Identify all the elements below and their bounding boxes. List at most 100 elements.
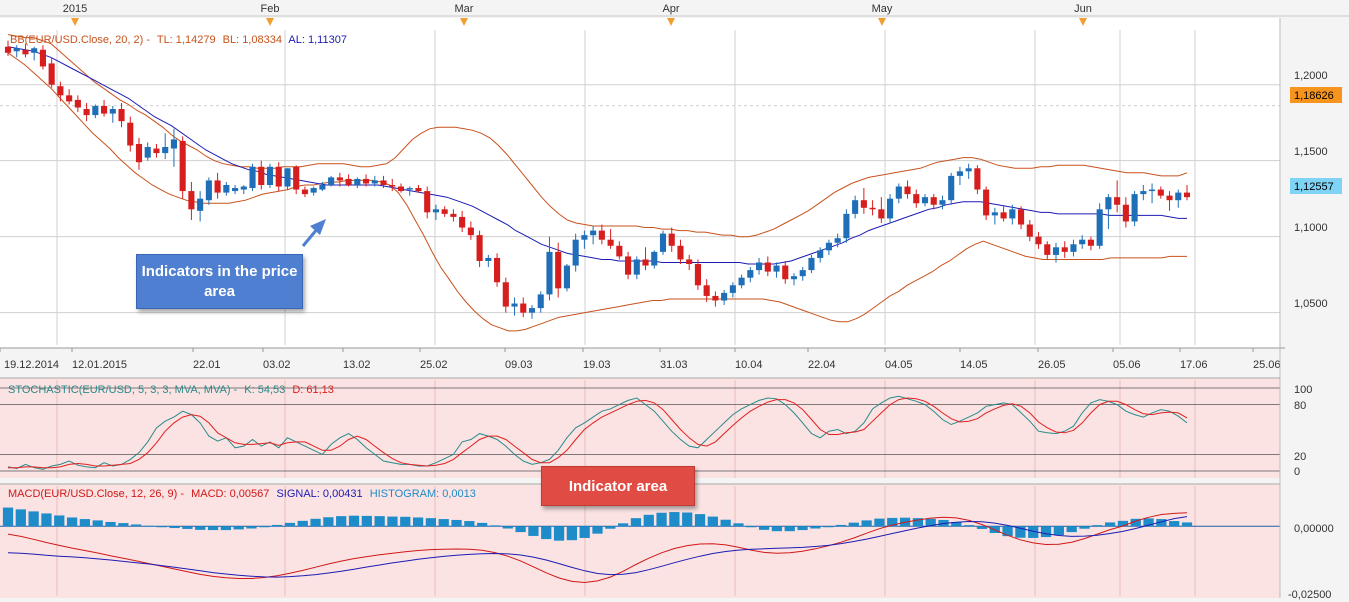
histogram-bar (41, 513, 52, 527)
histogram-bar (758, 526, 770, 530)
candle-body (956, 171, 963, 176)
candle-body (39, 49, 46, 67)
histogram-bar (15, 509, 26, 527)
candle-body (1157, 189, 1164, 196)
month-marker (667, 18, 675, 26)
candle-body (799, 270, 806, 277)
candle-body (1149, 189, 1156, 192)
month-label: Mar (455, 3, 474, 15)
candle-body (293, 166, 300, 190)
histogram-bar (720, 519, 731, 527)
histogram-bar (1117, 520, 1129, 527)
candle-body (694, 264, 701, 286)
price-tick-label: 1,1000 (1294, 222, 1328, 234)
candle-body (459, 216, 466, 228)
histogram-bar (1040, 526, 1052, 538)
histogram-bar (912, 518, 924, 527)
histogram-bar (207, 526, 219, 531)
candle-body (1087, 239, 1094, 246)
candle-body (223, 185, 230, 193)
candle-body (572, 239, 579, 266)
candle-body (817, 250, 824, 258)
candle-body (284, 168, 291, 187)
candle-body (808, 257, 815, 271)
stochastic-legend: STOCHASTIC(EUR/USD, 5, 3, 3, MVA, MVA) -… (8, 384, 334, 396)
stochastic-axis: 100 80 20 0 (1294, 384, 1312, 478)
candle-body (983, 189, 990, 216)
price-tick-label: 1,1500 (1294, 146, 1328, 158)
histogram-bar (195, 526, 206, 530)
histogram-bar (771, 526, 783, 532)
high-price-tag (1290, 87, 1342, 103)
histogram-bar (246, 526, 257, 529)
candle-body (546, 251, 553, 295)
candle-body (668, 233, 675, 246)
histogram-bar (336, 516, 347, 527)
candle-body (738, 277, 745, 286)
candle-body (301, 189, 308, 195)
histogram-bar (630, 518, 642, 527)
candle-body (921, 197, 929, 204)
candle-body (92, 105, 99, 116)
bb-average-line-value: AL: 1,11307 (288, 34, 347, 46)
candle-body (1070, 244, 1077, 252)
price-indicators-callout: Indicators in the price area (136, 254, 303, 309)
date-label: 05.06 (1113, 359, 1141, 371)
histogram-bar (861, 520, 872, 527)
month-marker (266, 18, 274, 26)
signal-value: SIGNAL: 0,00431 (276, 488, 362, 500)
date-label: 25.06 (1253, 359, 1281, 371)
histogram-bar (848, 522, 859, 527)
candle-body (825, 242, 832, 251)
histogram-bar (2, 507, 14, 527)
histogram-bar (951, 521, 962, 527)
date-label: 04.05 (885, 359, 913, 371)
price-plot (4, 34, 1191, 332)
high-price-tag-label: 1,18626 (1294, 90, 1334, 102)
candle-body (895, 186, 902, 199)
histogram-bar (694, 514, 706, 527)
histogram-bar (387, 516, 398, 527)
candle-body (275, 166, 282, 187)
candle-body (188, 191, 195, 210)
candle-body (476, 235, 483, 261)
candle-body (397, 186, 405, 192)
candle-body (677, 245, 684, 260)
month-label: Jun (1074, 3, 1092, 15)
candle-body (170, 139, 177, 149)
histogram-bar (220, 526, 231, 531)
candle-body (878, 209, 885, 219)
price-legend: BB(EUR/USD.Close, 20, 2) - TL: 1,14279 B… (10, 34, 347, 46)
macd-legend-prefix: MACD(EUR/USD.Close, 12, 26, 9) - (8, 488, 184, 500)
histogram-bar (400, 516, 411, 527)
histogram-bar (489, 525, 501, 527)
price-tick-label: 1,2000 (1294, 70, 1328, 82)
date-label: 12.01.2015 (72, 359, 127, 371)
price-axis: 1,2000 1,1500 1,1000 1,0500 1,18626 1,12… (1290, 70, 1342, 310)
candle-body (747, 270, 754, 278)
macd-tick-label: 0,00000 (1294, 523, 1334, 535)
candle-body (590, 230, 597, 236)
date-label: 22.04 (808, 359, 836, 371)
candle-body (258, 166, 265, 185)
price-tick-label: 1,0500 (1294, 298, 1328, 310)
stochastic-d-value: D: 61,13 (292, 384, 334, 396)
stochastic-d-line (8, 397, 1188, 469)
histogram-bar (271, 524, 283, 527)
candle-body (965, 168, 972, 172)
candle-body (773, 265, 780, 272)
candle-body (197, 198, 204, 211)
macd-line (7, 512, 1188, 584)
macd-tick-label: -0,02500 (1288, 589, 1331, 601)
histogram-bar (515, 526, 526, 533)
date-label: 14.05 (960, 359, 988, 371)
month-label: 2015 (63, 3, 87, 15)
histogram-bar (348, 515, 360, 527)
histogram-bar (1156, 519, 1167, 527)
month-label: May (872, 3, 893, 15)
month-label: Apr (662, 3, 679, 15)
histogram-bar (284, 522, 296, 527)
histogram-bar (733, 523, 744, 527)
date-label: 19.03 (583, 359, 611, 371)
